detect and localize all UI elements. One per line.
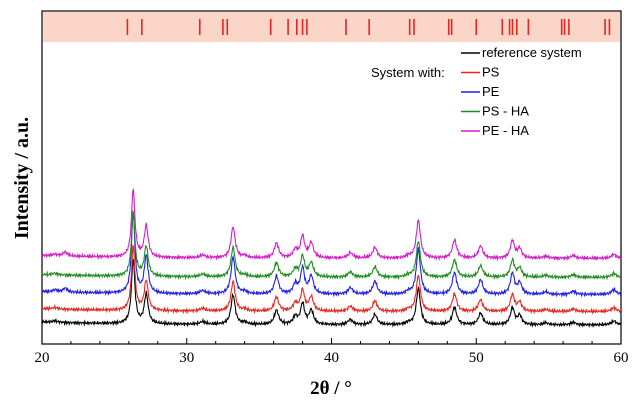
x-axis: 20 30 40 50 60 [35,338,629,366]
series-line-ps-ha [41,209,622,281]
series-line-pe-ha [41,188,622,262]
series-layer [41,188,622,328]
reference-ticks [126,19,611,35]
series-line-ps [41,244,622,315]
x-tick-label: 60 [614,350,629,366]
series-line-pe [41,212,622,298]
legend-label: reference system [482,45,582,60]
x-tick-label: 40 [324,350,339,366]
legend: System with: reference system PS PE PS - HA… [371,45,582,138]
legend-label: PS - HA [482,104,529,119]
x-axis-label: 2θ / ° [310,378,352,399]
x-tick-label: 30 [179,350,194,366]
legend-label: PE - HA [482,123,529,138]
series-line-reference-system [41,258,622,328]
x-tick-label: 20 [35,350,50,366]
y-axis-label: Intensity / a.u. [11,117,33,239]
reference-band [43,12,620,42]
legend-header: System with: [371,65,445,80]
x-tick-label: 50 [469,350,484,366]
legend-label: PS [482,65,500,80]
legend-label: PE [482,84,500,99]
